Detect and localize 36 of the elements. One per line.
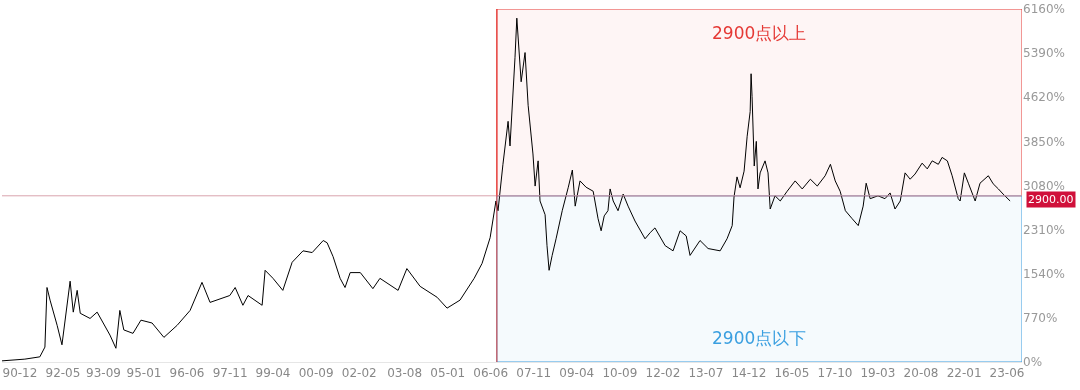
y-tick-label: 6160% bbox=[1023, 2, 1065, 17]
x-tick-label: 96-06 bbox=[169, 366, 205, 381]
x-tick-label: 00-09 bbox=[298, 366, 334, 381]
y-tick-label: 2310% bbox=[1023, 222, 1065, 237]
x-tick-label: 16-05 bbox=[774, 366, 810, 381]
x-tick-label: 19-03 bbox=[860, 366, 896, 381]
x-tick-label: 97-11 bbox=[212, 366, 248, 381]
y-tick-label: 770% bbox=[1023, 311, 1058, 326]
x-tick-label: 13-07 bbox=[688, 366, 724, 381]
x-tick-label: 06-06 bbox=[473, 366, 509, 381]
x-tick-label: 07-11 bbox=[516, 366, 552, 381]
x-tick-label: 17-10 bbox=[817, 366, 853, 381]
x-tick-label: 02-02 bbox=[341, 366, 377, 381]
x-tick-label: 92-05 bbox=[45, 366, 81, 381]
y-tick-label: 4620% bbox=[1023, 90, 1065, 105]
x-tick-label: 93-09 bbox=[86, 366, 121, 381]
x-tick-label: 09-04 bbox=[559, 366, 595, 381]
y-tick-label: 5390% bbox=[1023, 46, 1065, 61]
band-label: 2900点以上 bbox=[712, 23, 807, 43]
y-tick-label: 3080% bbox=[1023, 178, 1065, 193]
x-tick-label: 03-08 bbox=[387, 366, 423, 381]
x-tick-label: 14-12 bbox=[731, 366, 767, 381]
x-tick-label: 23-06 bbox=[989, 366, 1025, 381]
y-tick-label: 0% bbox=[1023, 355, 1043, 370]
ref-line-label: 2900.00 bbox=[1028, 193, 1074, 206]
x-tick-label: 10-09 bbox=[602, 366, 638, 381]
x-tick-label: 22-01 bbox=[946, 366, 982, 381]
y-tick-label: 1540% bbox=[1023, 266, 1065, 281]
x-tick-label: 99-04 bbox=[255, 366, 291, 381]
x-tick-label: 90-12 bbox=[2, 366, 38, 381]
x-tick-label: 12-02 bbox=[645, 366, 681, 381]
x-tick-label: 95-01 bbox=[126, 366, 162, 381]
x-tick-label: 20-08 bbox=[903, 366, 939, 381]
band-label: 2900点以下 bbox=[712, 328, 807, 348]
x-tick-label: 05-01 bbox=[430, 366, 466, 381]
y-tick-label: 3850% bbox=[1023, 134, 1065, 149]
